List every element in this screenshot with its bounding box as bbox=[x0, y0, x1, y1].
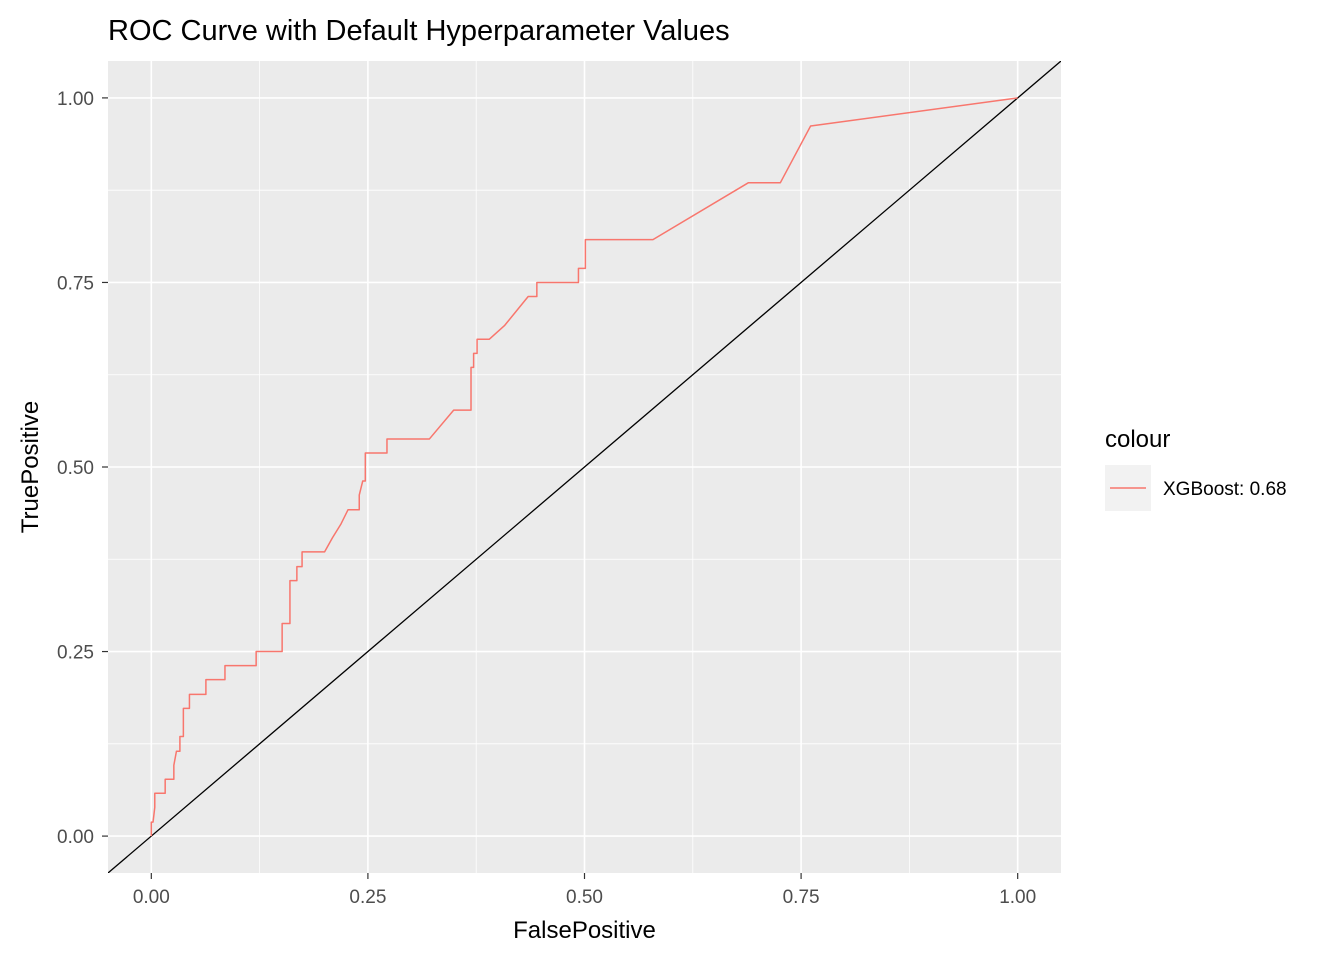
y-tick-label: 0.75 bbox=[57, 273, 94, 294]
y-axis-ticks: 0.00 0.25 0.50 0.75 1.00 bbox=[57, 89, 108, 848]
y-axis-title: TruePositive bbox=[17, 401, 44, 534]
x-tick-label: 0.00 bbox=[133, 887, 170, 908]
x-tick-label: 0.75 bbox=[783, 887, 820, 908]
x-tick-label: 0.50 bbox=[566, 887, 603, 908]
diagonal-reference-line bbox=[108, 61, 1061, 873]
legend-title: colour bbox=[1105, 426, 1170, 453]
y-tick-label: 1.00 bbox=[57, 89, 94, 110]
x-tick-label: 0.25 bbox=[349, 887, 386, 908]
x-axis-ticks: 0.00 0.25 0.50 0.75 1.00 bbox=[133, 873, 1036, 908]
chart-title: ROC Curve with Default Hyperparameter Va… bbox=[108, 15, 730, 47]
x-tick-label: 1.00 bbox=[999, 887, 1036, 908]
roc-series-line bbox=[150, 97, 1018, 837]
x-axis-title: FalsePositive bbox=[513, 917, 656, 944]
legend: colour XGBoost: 0.68 bbox=[1105, 426, 1287, 511]
y-tick-label: 0.25 bbox=[57, 643, 94, 664]
diagonal-reference-line-group bbox=[108, 61, 1061, 873]
legend-label: XGBoost: 0.68 bbox=[1163, 479, 1287, 500]
series-group bbox=[150, 97, 1018, 837]
y-tick-label: 0.50 bbox=[57, 458, 94, 479]
y-tick-label: 0.00 bbox=[57, 827, 94, 848]
